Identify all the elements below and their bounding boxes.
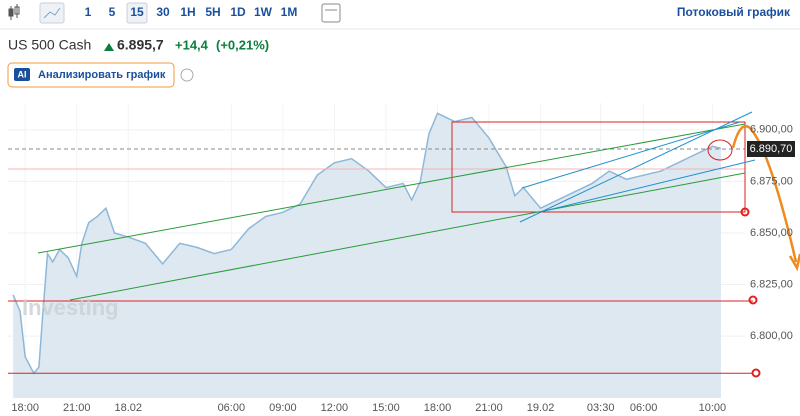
toolbar: 1 5 15 30 1H 5H 1D 1W 1M Потоковый график bbox=[0, 2, 800, 30]
change-pct: (+0,21%) bbox=[216, 37, 269, 52]
current-price-label: 6.890,70 bbox=[750, 143, 793, 155]
x-tick-label: 09:00 bbox=[269, 402, 297, 414]
info-icon[interactable] bbox=[180, 68, 194, 82]
interval-button[interactable]: 1 bbox=[85, 5, 92, 19]
channel-line bbox=[69, 172, 746, 301]
price: 6.895,7 bbox=[117, 37, 164, 53]
interval-button[interactable]: 15 bbox=[130, 5, 144, 19]
instrument: US 500 Cash bbox=[8, 37, 91, 53]
up-arrow bbox=[104, 43, 114, 51]
x-tick-label: 18.02 bbox=[114, 402, 142, 414]
interval-button[interactable]: 30 bbox=[156, 5, 170, 19]
y-tick-label: 6.850,00 bbox=[750, 227, 793, 239]
x-tick-label: 12:00 bbox=[321, 402, 349, 414]
interval-button[interactable]: 5H bbox=[205, 5, 220, 19]
highlight bbox=[707, 139, 733, 161]
interval-button[interactable]: 1H bbox=[180, 5, 195, 19]
trend-line bbox=[539, 159, 756, 213]
annotations bbox=[37, 111, 800, 378]
candles-icon[interactable] bbox=[8, 4, 20, 20]
y-tick-label: 6.875,00 bbox=[750, 175, 793, 187]
trend-line bbox=[521, 121, 741, 189]
area-icon-line bbox=[43, 7, 61, 19]
x-tick-label: 06:00 bbox=[630, 402, 658, 414]
watermark: Investing bbox=[22, 295, 119, 320]
change: +14,4 bbox=[175, 37, 209, 52]
handle bbox=[751, 368, 761, 378]
stream-link[interactable]: Потоковый график bbox=[677, 5, 791, 19]
x-tick-label: 21:00 bbox=[475, 402, 503, 414]
x-tick-label: 15:00 bbox=[372, 402, 400, 414]
y-tick-label: 6.900,00 bbox=[750, 124, 793, 136]
ai-badge-text: AI bbox=[18, 69, 27, 79]
forecast-arrow bbox=[731, 125, 798, 263]
active-interval bbox=[126, 2, 148, 24]
trend-line bbox=[519, 111, 753, 223]
box bbox=[451, 121, 746, 213]
y-tick-label: 6.825,00 bbox=[750, 278, 793, 290]
analyze-label: Анализировать график bbox=[38, 69, 166, 81]
handle bbox=[740, 207, 750, 217]
interval-button[interactable]: 1M bbox=[281, 5, 298, 19]
x-tick-label: 18:00 bbox=[424, 402, 452, 414]
x-tick-label: 06:00 bbox=[218, 402, 246, 414]
price-line bbox=[12, 112, 722, 375]
ai-badge bbox=[14, 68, 30, 81]
table-icon[interactable] bbox=[321, 3, 341, 23]
interval-button[interactable]: 1W bbox=[254, 5, 273, 19]
handle bbox=[748, 295, 758, 305]
analyze-button[interactable] bbox=[7, 62, 175, 88]
x-tick-label: 18:00 bbox=[11, 402, 39, 414]
interval-button[interactable]: 1D bbox=[230, 5, 246, 19]
area bbox=[13, 113, 721, 398]
y-tick-label: 6.800,00 bbox=[750, 330, 793, 342]
x-tick-label: 03:30 bbox=[587, 402, 615, 414]
x-tick-label: 10:00 bbox=[699, 402, 727, 414]
x-tick-label: 21:00 bbox=[63, 402, 91, 414]
interval-button[interactable]: 5 bbox=[109, 5, 116, 19]
channel-line bbox=[37, 123, 746, 254]
arrow-head bbox=[788, 253, 800, 272]
x-tick-label: 19.02 bbox=[527, 402, 555, 414]
current-price-box bbox=[747, 141, 795, 158]
